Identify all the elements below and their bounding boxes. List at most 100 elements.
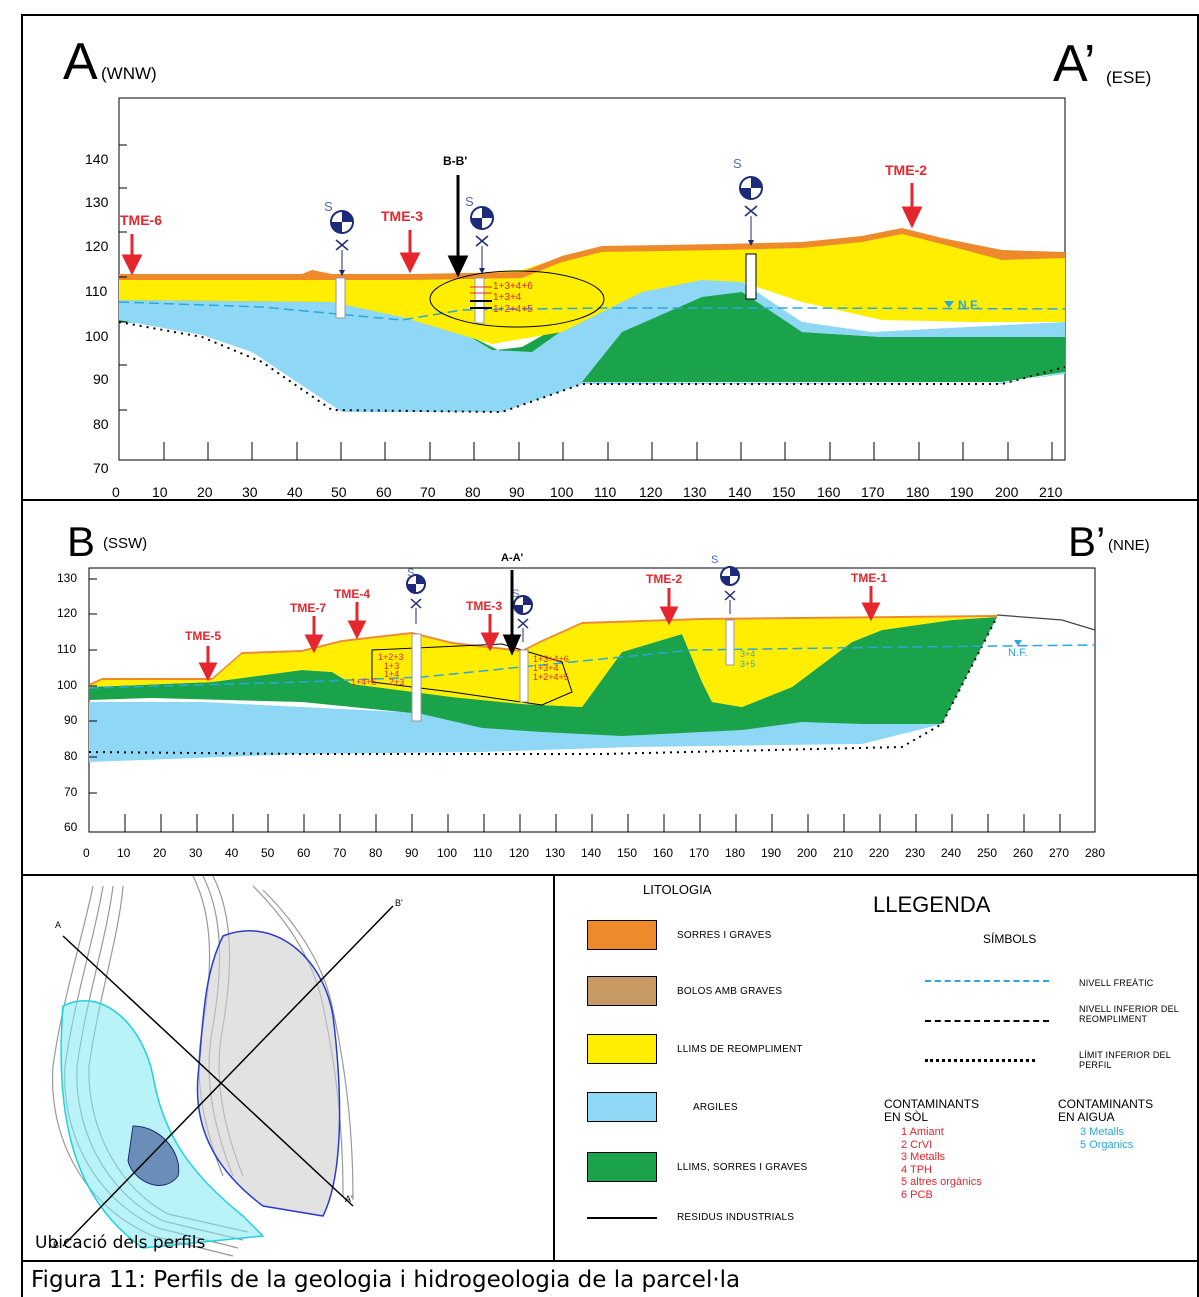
- sondeig-label: S: [512, 588, 520, 600]
- profile-b-start-dir: (SSW): [103, 535, 148, 552]
- x-tick-label: 30: [189, 846, 203, 860]
- y-tick-label: 130: [57, 571, 78, 585]
- x-tick-label: 90: [405, 846, 419, 860]
- map-label-b: B: [53, 1240, 60, 1250]
- symbol-label: NIVELL INFERIOR DEL REOMPLIMENT: [1079, 1004, 1179, 1024]
- x-tick-label: 160: [653, 846, 674, 860]
- x-tick-label: 170: [689, 846, 710, 860]
- y-tick-label: 120: [85, 238, 109, 254]
- y-tick-label: 120: [57, 606, 78, 620]
- y-tick-label: 70: [64, 785, 78, 799]
- tme-label: TME-2: [646, 572, 682, 586]
- x-tick-label: 100: [437, 846, 458, 860]
- tme-label: TME-1: [851, 571, 887, 585]
- x-tick-label: 60: [297, 846, 311, 860]
- figure-caption: Figura 11: Perfils de la geologia i hidr…: [31, 1267, 741, 1293]
- water-contaminants-list: 3 Metalls 5 Organics: [1080, 1126, 1134, 1151]
- figure-caption-box: Figura 11: Perfils de la geologia i hidr…: [21, 1260, 1199, 1297]
- x-tick-label: 90: [509, 484, 525, 500]
- profile-a-start-letter: A: [63, 33, 98, 91]
- contaminant-annotation: 1+2+3: [378, 652, 404, 662]
- x-tick-label: 0: [83, 846, 90, 860]
- y-tick-label: 100: [57, 678, 78, 692]
- profile-b-cross-section: [88, 566, 1096, 833]
- y-tick-label: 90: [64, 713, 78, 727]
- x-tick-label: 110: [594, 484, 617, 500]
- x-tick-label: 170: [861, 484, 885, 500]
- tme-label: TME-2: [885, 162, 927, 178]
- y-tick-label: 80: [64, 749, 78, 763]
- water-contaminants-title: CONTAMINANTS EN AIGUA: [1058, 1097, 1154, 1124]
- x-tick-label: 70: [333, 846, 347, 860]
- sondeig-label: S: [324, 199, 333, 214]
- location-map-panel: A A' B B' Ubicació dels perfils: [21, 874, 555, 1262]
- x-tick-label: 80: [369, 846, 383, 860]
- yellow-fill-layer: [119, 234, 1065, 344]
- profile-a-end-letter: A’: [1053, 35, 1096, 93]
- x-tick-label: 160: [817, 484, 841, 500]
- legend-swatch: [587, 1152, 657, 1182]
- legend-label: LLIMS DE REOMPLIMENT: [677, 1044, 803, 1055]
- x-tick-label: 10: [152, 484, 168, 500]
- symbol-label: LÍMIT INFERIOR DEL PERFIL: [1079, 1050, 1171, 1070]
- tme-label: TME-6: [120, 212, 162, 228]
- contaminant-annotation: 1+2+4+5: [533, 672, 569, 682]
- x-tick-label: 80: [465, 484, 481, 500]
- tme-label: TME-5: [185, 629, 221, 643]
- y-tick-label: 80: [93, 416, 109, 432]
- x-tick-label: 150: [617, 846, 638, 860]
- x-tick-label: 20: [153, 846, 167, 860]
- x-tick-label: 180: [725, 846, 746, 860]
- x-tick-label: 0: [112, 484, 120, 500]
- contaminant-annotation: 3+4: [740, 649, 756, 659]
- profile-a-start-dir: (WNW): [101, 64, 157, 83]
- site-map: [51, 876, 394, 1257]
- sondeig-label: S: [465, 194, 474, 209]
- water-table-symbol: [925, 980, 1049, 982]
- x-tick-label: 230: [905, 846, 926, 860]
- soil-contaminants-title: CONTAMINANTS EN SÒL: [884, 1097, 980, 1124]
- sondeig-label: S: [407, 567, 415, 579]
- profile-b-panel: B (SSW) B’ (NNE): [21, 499, 1199, 876]
- y-tick-label: 110: [57, 642, 77, 656]
- contaminant-annotation: 1+4: [384, 669, 400, 679]
- x-tick-label: 110: [473, 846, 493, 860]
- x-tick-label: 40: [287, 484, 303, 500]
- y-tick-label: 60: [64, 820, 78, 834]
- x-tick-label: 210: [1039, 484, 1063, 500]
- legend-label: LLIMS, SORRES I GRAVES: [677, 1162, 808, 1173]
- sand-top-layer: [119, 228, 1065, 280]
- tme-label: TME-7: [290, 601, 326, 615]
- contaminant-annotation: 1+4+5: [351, 677, 377, 687]
- y-tick-label: 130: [85, 194, 109, 210]
- legend-swatch: [587, 976, 657, 1006]
- sondeig-label: S: [711, 554, 719, 566]
- legend-label: SORRES I GRAVES: [677, 930, 772, 941]
- tme-label: TME-4: [334, 587, 370, 601]
- profile-b-end-letter: B’: [1068, 518, 1106, 565]
- sondeig-13: [330, 210, 354, 276]
- x-tick-label: 140: [728, 484, 752, 500]
- tme-label: TME-3: [466, 599, 502, 613]
- soil-contaminants-list: 1 Amiant 2 CrVI 3 Metalls 4 TPH 5 altres…: [901, 1126, 982, 1201]
- x-tick-label: 40: [225, 846, 239, 860]
- x-tick-label: 210: [833, 846, 854, 860]
- map-label-a-prime: A': [345, 1194, 353, 1204]
- sondeig-05: [470, 206, 494, 274]
- x-tick-label: 50: [331, 484, 347, 500]
- x-tick-label: 70: [420, 484, 436, 500]
- x-tick-label: 280: [1085, 846, 1106, 860]
- x-tick-label: 200: [797, 846, 818, 860]
- legend-line: [587, 1217, 657, 1219]
- x-tick-label: 120: [639, 484, 663, 500]
- x-tick-label: 30: [242, 484, 258, 500]
- x-tick-label: 200: [995, 484, 1019, 500]
- y-tick-label: 90: [93, 371, 109, 387]
- profile-b-end-dir: (NNE): [1108, 537, 1150, 554]
- legend-label: BOLOS AMB GRAVES: [677, 986, 783, 997]
- cross-section-label: B-B': [443, 154, 468, 168]
- contaminant-annotation: 1+3+4+6: [493, 281, 533, 292]
- y-tick-label: 110: [85, 283, 108, 299]
- profile-a-cross-section: [118, 97, 1066, 461]
- x-tick-label: 20: [197, 484, 213, 500]
